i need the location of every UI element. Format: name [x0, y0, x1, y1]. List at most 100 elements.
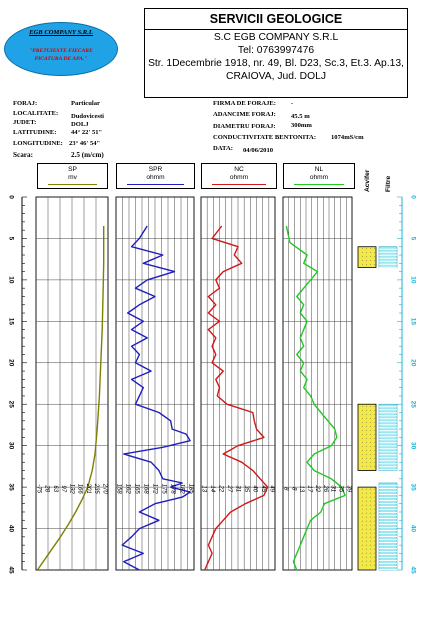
aquifer-dot	[366, 260, 367, 262]
track-header-sp: SP mv	[37, 163, 108, 189]
filter-zone	[378, 403, 398, 471]
aquifer-dot	[370, 421, 371, 423]
info-firma: FIRMA DE FORAJE: -	[213, 100, 294, 107]
scale-tick-label: 182	[178, 484, 184, 495]
aquifer-dot	[366, 556, 367, 558]
curve-sp	[36, 226, 105, 571]
aquifer-dot	[370, 437, 371, 439]
aquifer-dot	[374, 556, 375, 558]
curve-nc	[204, 225, 269, 571]
aquifer-dot	[366, 413, 367, 415]
aquifer-dot	[362, 256, 363, 258]
aquifer-dot	[374, 413, 375, 415]
scale-tick-label: 235	[93, 483, 99, 495]
aquifer-dot	[370, 449, 371, 451]
aquifer-dot	[362, 421, 363, 423]
aquifer-dot	[370, 453, 371, 455]
aquifer-dot	[362, 453, 363, 455]
scale-tick-label: 165	[133, 484, 139, 495]
aquifer-dot	[366, 453, 367, 455]
aquifer-dot	[374, 256, 375, 258]
depth-tick-label: 25	[7, 401, 14, 409]
depth-tick-label: 40	[409, 525, 416, 533]
depth-tick-label: 5	[7, 237, 14, 241]
aquifer-dot	[362, 536, 363, 538]
aquifer-dot	[370, 461, 371, 463]
aquifer-dot	[366, 516, 367, 518]
info-conductivitate: CONDUCTIVITATE BENTONITA: 1074mS/cm	[213, 134, 364, 141]
header-company: S.C EGB COMPANY S.R.L	[213, 32, 339, 43]
aquifer-dot	[370, 425, 371, 427]
aquifer-dot	[362, 445, 363, 447]
info-diametru: DIAMETRU FORAJ: 300mm	[213, 122, 312, 130]
aquifer-dot	[362, 449, 363, 451]
depth-tick-label: 30	[409, 442, 416, 450]
scale-tick-label: 185	[187, 484, 193, 495]
aquifer-dot	[362, 457, 363, 459]
depth-tick-label: 45	[7, 566, 14, 574]
aquifer-dot	[374, 453, 375, 455]
aquifer-dot	[370, 256, 371, 258]
aquifer-dot	[370, 417, 371, 419]
aquifer-dot	[366, 252, 367, 254]
aquifer-dot	[374, 488, 375, 490]
sp-legend-line	[48, 183, 97, 185]
depth-tick-label: 10	[7, 276, 14, 284]
aquifer-dot	[366, 449, 367, 451]
aquifer-dot	[366, 421, 367, 423]
aquifer-dot	[362, 524, 363, 526]
scale-tick-label: 49	[268, 485, 274, 492]
aquifer-dot	[362, 488, 363, 490]
aquifer-dot	[374, 552, 375, 554]
aquifer-dot	[370, 465, 371, 467]
info-foraj: FORAJ: Particular	[13, 100, 100, 107]
aquifer-dot	[362, 429, 363, 431]
aquifer-dot	[362, 544, 363, 546]
aquifer-dot	[370, 457, 371, 459]
aquifer-dot	[366, 441, 367, 443]
aquifer-zone	[357, 486, 377, 571]
aquifer-dot	[370, 528, 371, 530]
aquifer-dot	[362, 564, 363, 566]
aquifer-dot	[374, 540, 375, 542]
scale-tick-label: 97	[60, 485, 66, 492]
scale-tick-label: 175	[160, 484, 166, 495]
aquifer-dot	[366, 500, 367, 502]
aquifer-dot	[370, 548, 371, 550]
aquifer-dot	[370, 492, 371, 494]
scale-tick-label: 17	[306, 485, 312, 492]
scale-tick-label: 35	[243, 485, 249, 492]
aquifer-dot	[374, 252, 375, 254]
depth-tick-label: 25	[409, 401, 416, 409]
aquifer-dot	[366, 437, 367, 439]
aquifer-dot	[366, 560, 367, 562]
aquifer-dot	[362, 528, 363, 530]
aquifer-dot	[362, 552, 363, 554]
aquifer-zone	[357, 246, 377, 268]
scale-tick-label: 132	[68, 484, 74, 495]
scale-tick-label: 39	[345, 485, 351, 492]
aquifer-dot	[362, 441, 363, 443]
aquifer-dot	[366, 433, 367, 435]
aquifer-dot	[374, 264, 375, 266]
aquifer-dot	[370, 496, 371, 498]
nc-legend-line	[212, 183, 266, 185]
aquifer-dot	[370, 405, 371, 407]
info-latitudine: LATITUDINE: 44° 22' 51"	[13, 129, 103, 136]
aquifer-dot	[374, 500, 375, 502]
aquifer-dot	[374, 449, 375, 451]
aquifer-dot	[374, 425, 375, 427]
aquifer-dot	[374, 496, 375, 498]
logo-slogan-line2: PICATURA DE APA."	[34, 56, 88, 62]
scale-tick-label: 162	[124, 484, 130, 495]
aquifer-dot	[366, 461, 367, 463]
depth-tick-label: 35	[409, 483, 416, 491]
aquifer-dot	[370, 504, 371, 506]
aquifer-dot	[370, 433, 371, 435]
aquifer-dot	[370, 560, 371, 562]
aquifer-dot	[370, 512, 371, 514]
aquifer-dot	[362, 409, 363, 411]
aquifer-dot	[366, 548, 367, 550]
aquifer-dot	[366, 532, 367, 534]
aquifer-dot	[362, 556, 363, 558]
